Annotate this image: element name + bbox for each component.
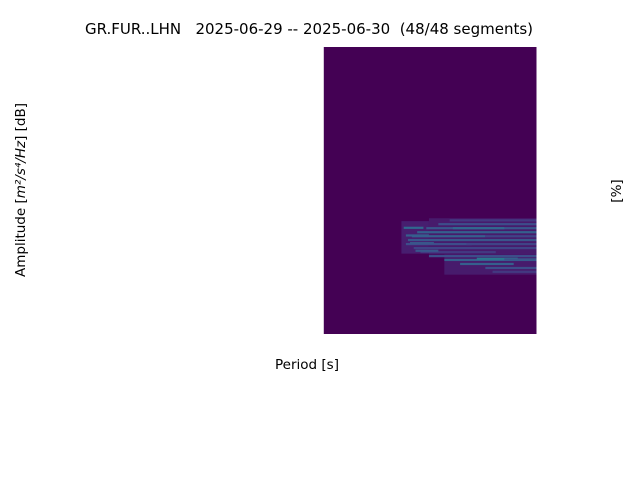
- histogram-strip: [460, 262, 514, 266]
- histogram-strip: [476, 257, 518, 260]
- histogram-strip: [415, 249, 439, 252]
- plot-title: GR.FUR..LHN 2025-06-29 -- 2025-06-30 (48…: [84, 20, 534, 38]
- histogram-strip: [405, 242, 472, 246]
- histogram-layer: [323, 47, 537, 334]
- histogram-strip: [485, 266, 537, 270]
- histogram-strip: [438, 223, 537, 226]
- histogram-strip: [413, 246, 537, 250]
- histogram-strip: [449, 219, 537, 222]
- y-axis-label-suffix: ] [dB]: [13, 102, 29, 141]
- histogram-strip: [504, 258, 537, 261]
- y-axis-label: Amplitude [m²/s⁴/Hz] [dB]: [13, 103, 29, 277]
- histogram-strip: [466, 242, 537, 246]
- histogram-strip: [485, 235, 537, 238]
- histogram-strip: [444, 258, 537, 262]
- histogram-strip: [492, 270, 537, 273]
- y-axis-label-prefix: Amplitude [: [13, 198, 29, 278]
- histogram-strip: [409, 242, 434, 245]
- histogram-strip: [407, 238, 537, 242]
- histogram-strip: [452, 227, 505, 230]
- histogram-strip: [417, 231, 537, 234]
- x-axis-label: Period [s]: [275, 357, 339, 373]
- histogram-strip: [405, 234, 429, 237]
- histogram-background: [323, 47, 537, 334]
- histogram-strip: [403, 226, 424, 229]
- histogram-strip: [411, 235, 486, 238]
- colorbar-label: [%]: [609, 179, 625, 203]
- y-axis-label-math: m²/s⁴/Hz: [13, 140, 29, 199]
- histogram-strip: [420, 251, 496, 254]
- histogram-strip: [428, 255, 537, 258]
